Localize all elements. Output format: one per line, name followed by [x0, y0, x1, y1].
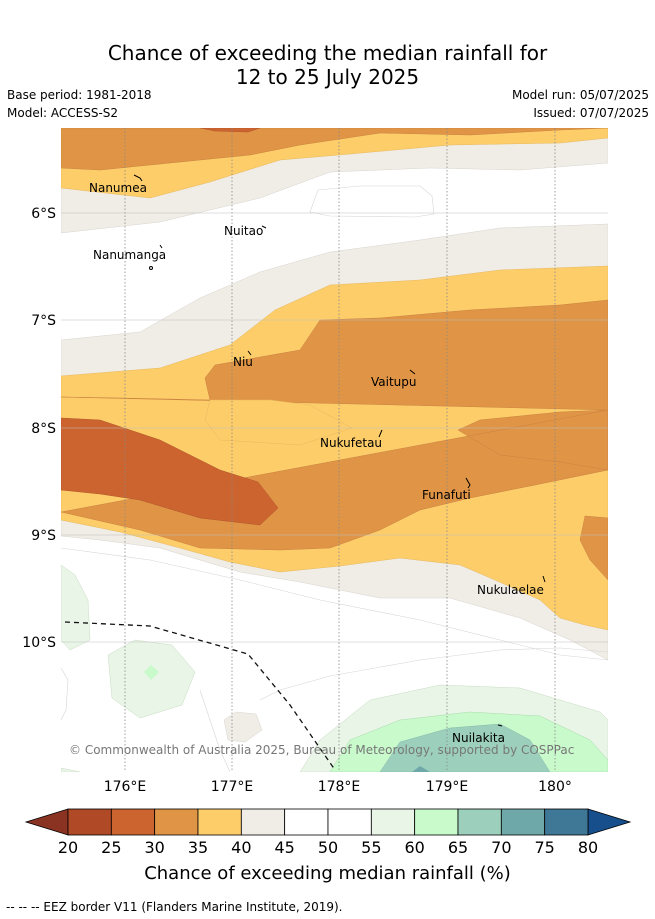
colorbar-segment — [154, 808, 199, 836]
place-label-nuitao: Nuitao — [224, 224, 263, 238]
colorbar-segment — [414, 808, 459, 836]
lat-tick-8s: 8°S — [31, 421, 56, 437]
colorbar-tick-label: 75 — [534, 838, 554, 857]
lon-tick-180: 180° — [538, 779, 572, 795]
island-marks — [133, 174, 546, 727]
colorbar-segment — [370, 808, 416, 836]
band-30-35 — [61, 128, 608, 581]
colorbar-tick-label: 25 — [101, 838, 121, 857]
eez-border — [64, 621, 336, 771]
lon-tick-177: 177°E — [211, 779, 254, 795]
green-dot-west — [144, 665, 159, 680]
chart-title-line1: Chance of exceeding the median rainfall … — [107, 41, 548, 65]
place-label-nanumanga: Nanumanga — [93, 248, 166, 262]
lon-tick-178: 178°E — [318, 779, 361, 795]
place-label-vaitupu: Vaitupu — [371, 375, 417, 389]
lon-tick-176: 176°E — [104, 779, 147, 795]
colorbar-tick-label: 30 — [144, 838, 164, 857]
colorbar-tick-label: 60 — [404, 838, 424, 857]
map-area: Nanumea Nuitao Nanumanga Niu Vaitupu Nuk… — [61, 128, 608, 772]
chart-title-line2: 12 to 25 July 2025 — [235, 65, 420, 89]
latitude-tick-labels: 6°S 7°S 8°S 9°S 10°S — [22, 206, 56, 651]
colorbar-tick-label: 65 — [448, 838, 468, 857]
colorbar: 20 25 30 35 40 45 50 55 60 65 70 75 80 — [24, 808, 632, 857]
place-label-nukufetau: Nukufetau — [320, 436, 382, 450]
colorbar-extend-low — [24, 808, 69, 836]
teal-patch-70-75 — [412, 766, 430, 772]
colorbar-segment — [284, 808, 329, 836]
colorbar-tick-label: 70 — [491, 838, 511, 857]
colorbar-segment — [457, 808, 502, 836]
place-label-nuilakita: Nuilakita — [452, 731, 505, 745]
colorbar-tick-label: 35 — [188, 838, 208, 857]
place-label-nukulaelae: Nukulaelae — [477, 583, 544, 597]
grey-patch-south — [223, 711, 263, 743]
lat-tick-7s: 7°S — [31, 313, 56, 329]
colorbar-extend-high — [587, 808, 632, 836]
band-25-30 — [61, 128, 279, 526]
patch-35-40-center — [204, 399, 353, 446]
eez-legend-note: -- -- -- EEZ border V11 (Flanders Marine… — [6, 900, 343, 914]
colorbar-tick-label: 50 — [318, 838, 338, 857]
model-run: Model run: 05/07/2025 — [511, 88, 649, 102]
lon-tick-179: 179°E — [426, 779, 469, 795]
colorbar-tick-label: 45 — [274, 838, 294, 857]
colorbar-segment — [110, 808, 156, 836]
issued-date: Issued: 07/07/2025 — [533, 106, 649, 120]
contour-lines — [61, 185, 608, 772]
model-name: Model: ACCESS-S2 — [7, 106, 119, 120]
colorbar-tick-label: 55 — [361, 838, 381, 857]
colorbar-tick-label: 40 — [231, 838, 251, 857]
lat-tick-10s: 10°S — [22, 635, 56, 651]
colorbar-segment — [500, 808, 546, 836]
base-period: Base period: 1981-2018 — [7, 88, 152, 102]
place-label-funafuti: Funafuti — [422, 488, 471, 502]
copyright-text: © Commonwealth of Australia 2025, Bureau… — [69, 743, 574, 757]
colorbar-label: Chance of exceeding median rainfall (%) — [144, 863, 511, 884]
colorbar-segment — [327, 808, 372, 836]
lat-tick-9s: 9°S — [31, 528, 56, 544]
place-label-nanumea: Nanumea — [89, 181, 147, 195]
colorbar-segment — [240, 808, 286, 836]
colorbar-segment — [544, 808, 589, 836]
longitude-tick-labels: 176°E 177°E 178°E 179°E 180° — [104, 779, 572, 795]
colorbar-tick-label: 20 — [58, 838, 78, 857]
lat-tick-6s: 6°S — [31, 206, 56, 222]
place-label-niu: Niu — [233, 355, 253, 369]
latitude-lines — [61, 212, 608, 643]
graticule — [124, 128, 556, 772]
colorbar-tick-label: 80 — [578, 838, 598, 857]
teal-patch-65-70 — [379, 723, 551, 772]
colorbar-segment — [197, 808, 242, 836]
colorbar-segment — [67, 808, 112, 836]
green-patch-west — [61, 564, 196, 772]
